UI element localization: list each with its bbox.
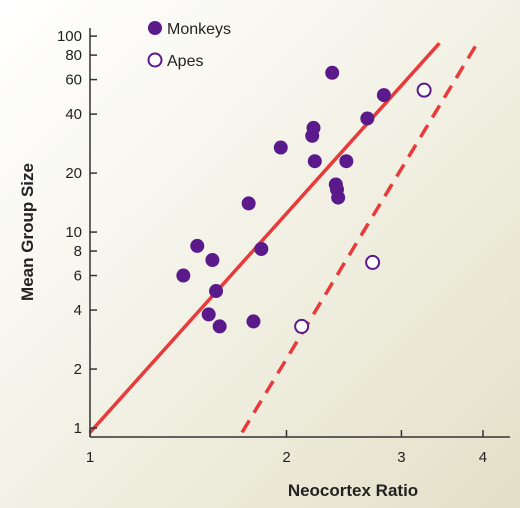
y-tick-label: 100 xyxy=(57,28,82,45)
data-point-monkeys xyxy=(325,65,340,80)
data-point-monkeys xyxy=(254,241,269,256)
regression-line-monkeys xyxy=(88,42,441,434)
y-axis-title: Mean Group Size xyxy=(18,163,37,301)
data-point-monkeys xyxy=(212,319,227,334)
x-tick-label: 4 xyxy=(479,449,487,466)
data-point-monkeys xyxy=(176,268,191,283)
y-tick-label: 2 xyxy=(74,361,82,378)
y-tick-label: 1 xyxy=(74,420,82,437)
data-point-apes xyxy=(416,82,432,98)
x-tick-label: 2 xyxy=(282,449,290,466)
data-point-monkeys xyxy=(376,88,391,103)
y-tick-label: 20 xyxy=(65,165,82,182)
x-axis-title: Neocortex Ratio xyxy=(288,481,418,500)
legend-label-monkeys: Monkeys xyxy=(167,21,231,38)
y-tick-label: 10 xyxy=(65,224,82,241)
data-point-monkeys xyxy=(205,253,220,268)
legend-marker-monkeys xyxy=(148,21,162,35)
y-tick-label: 80 xyxy=(65,47,82,64)
data-point-monkeys xyxy=(331,190,346,205)
legend-label-apes: Apes xyxy=(167,53,203,70)
data-point-monkeys xyxy=(307,154,322,169)
data-point-monkeys xyxy=(273,140,288,155)
data-point-monkeys xyxy=(209,284,224,299)
legend-marker-apes xyxy=(147,52,163,68)
data-point-apes xyxy=(294,318,310,334)
y-tick-label: 8 xyxy=(74,243,82,260)
data-point-monkeys xyxy=(241,196,256,211)
regression-line-apes xyxy=(240,42,479,434)
y-tick-label: 40 xyxy=(65,106,82,123)
tick-marks: 1 2 3 4 1 2 4 6 8 10 20 40 60 80 100 xyxy=(57,28,487,466)
data-point-monkeys xyxy=(306,120,321,135)
data-point-monkeys xyxy=(190,238,205,253)
data-points xyxy=(176,65,432,334)
x-tick-label: 1 xyxy=(86,449,94,466)
legend: Monkeys Apes xyxy=(147,21,231,70)
axes xyxy=(89,28,510,438)
data-point-monkeys xyxy=(339,154,354,169)
data-point-monkeys xyxy=(246,314,261,329)
data-point-apes xyxy=(365,254,381,270)
y-tick-label: 4 xyxy=(74,302,82,319)
x-tick-label: 3 xyxy=(397,449,405,466)
data-point-monkeys xyxy=(360,111,375,126)
y-tick-label: 6 xyxy=(74,268,82,285)
regression-lines xyxy=(88,42,479,434)
y-tick-label: 60 xyxy=(65,72,82,89)
data-point-monkeys xyxy=(201,307,216,322)
